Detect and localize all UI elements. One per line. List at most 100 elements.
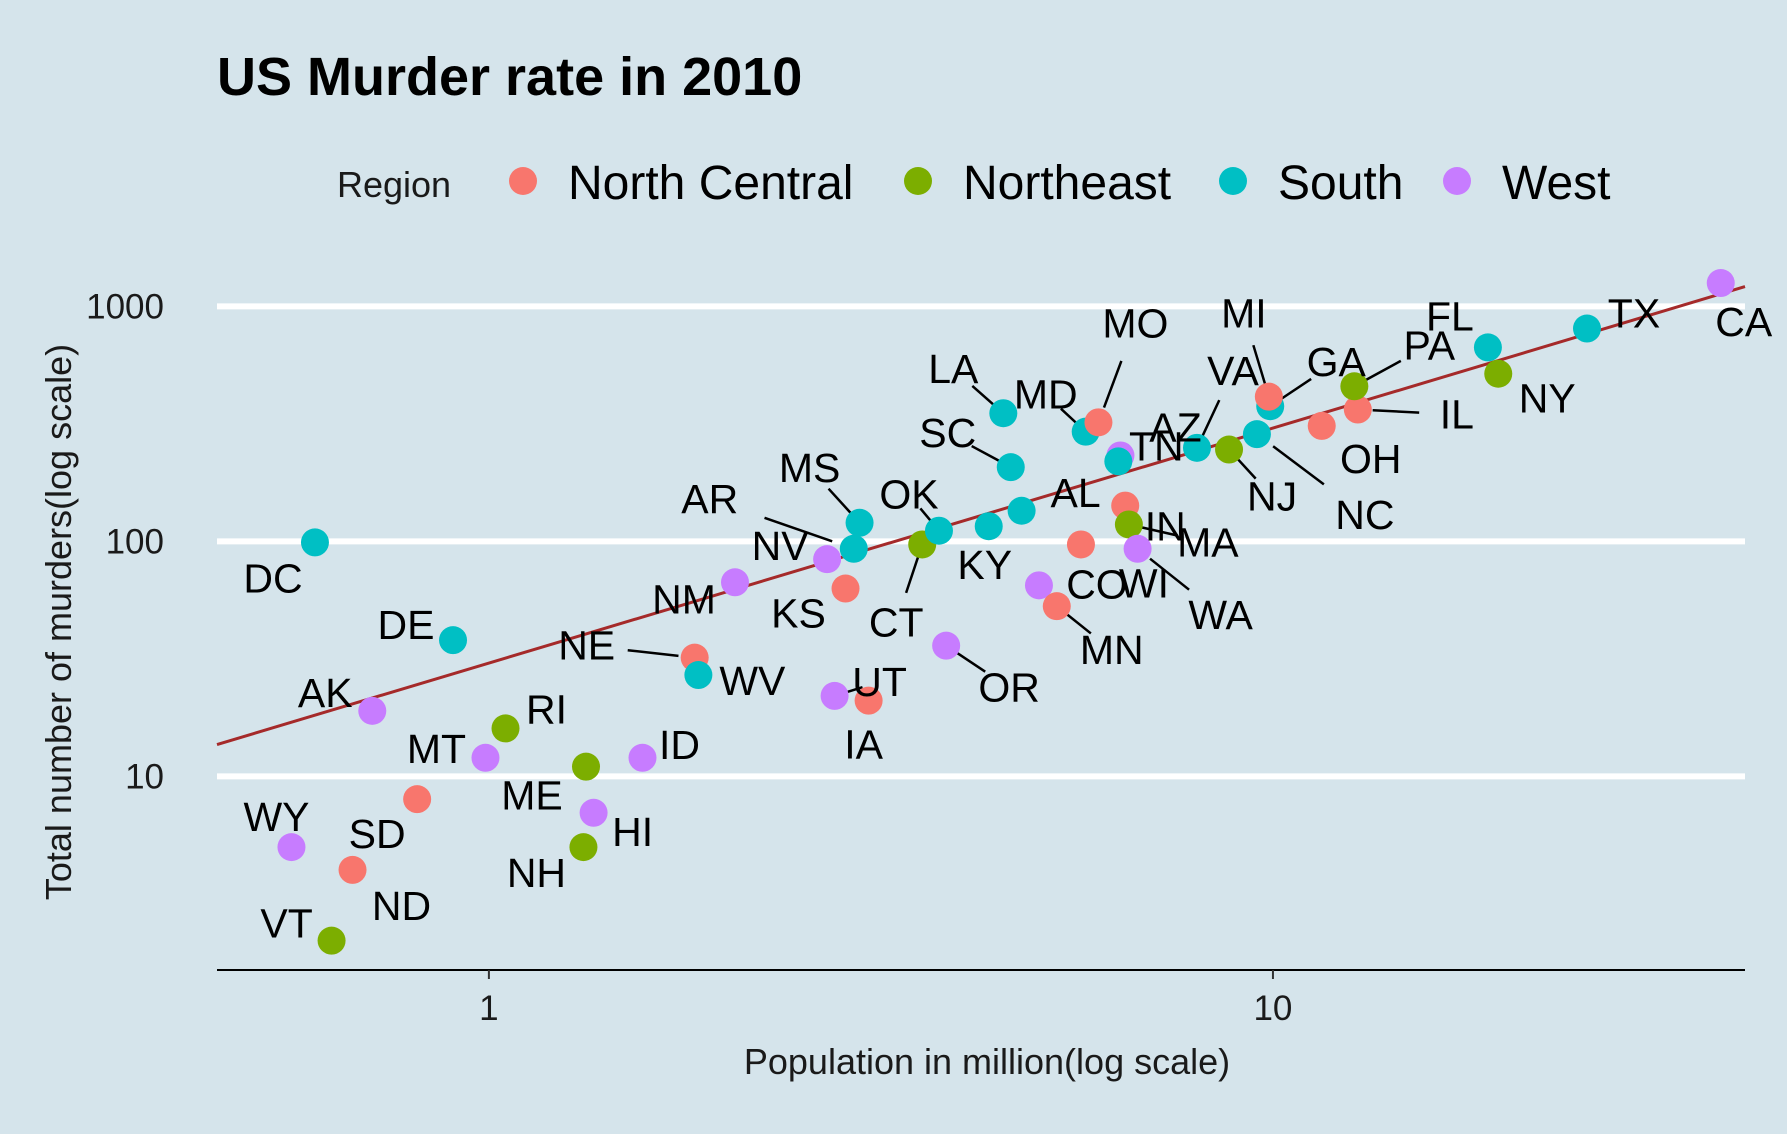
- point-wi: [1066, 530, 1095, 559]
- leader-line-va: [1201, 399, 1221, 437]
- legend-swatch-west: [1443, 167, 1471, 195]
- point-label-pa: PA: [1404, 322, 1456, 368]
- y-tick-label-10: 10: [125, 757, 164, 796]
- legend-swatch-northeast: [904, 167, 932, 195]
- point-label-mt: MT: [407, 726, 466, 772]
- point-label-ct: CT: [869, 599, 924, 645]
- point-label-nd: ND: [372, 883, 431, 929]
- point-label-ca: CA: [1715, 299, 1773, 345]
- point-label-me: ME: [501, 773, 563, 819]
- point-nj: [1215, 435, 1244, 464]
- point-label-sd: SD: [349, 811, 406, 857]
- point-ks: [831, 574, 860, 603]
- leader-line-nj: [1234, 455, 1257, 480]
- point-wy: [277, 833, 306, 862]
- point-ms: [845, 508, 874, 537]
- leader-line-ct: [904, 555, 920, 594]
- point-label-mn: MN: [1080, 627, 1144, 673]
- y-tick-label-1000: 1000: [86, 287, 164, 326]
- point-label-fl: FL: [1426, 293, 1474, 339]
- x-tick-label-10: 10: [1253, 989, 1292, 1028]
- point-va: [1182, 433, 1211, 462]
- point-label-nc: NC: [1335, 492, 1394, 538]
- point-label-tn: TN: [1129, 423, 1184, 469]
- point-label-az: AZ: [1149, 404, 1201, 450]
- point-me: [572, 752, 601, 781]
- point-label-va: VA: [1207, 348, 1259, 394]
- leader-line-mi: [1252, 344, 1267, 385]
- point-ok: [924, 516, 953, 545]
- point-ri: [491, 714, 520, 743]
- point-nm: [720, 568, 749, 597]
- point-label-oh: OH: [1340, 436, 1402, 482]
- point-label-ny: NY: [1519, 376, 1576, 422]
- point-label-dc: DC: [243, 555, 302, 601]
- leader-line-ga: [1279, 377, 1312, 401]
- leader-line-mo: [1102, 360, 1123, 408]
- point-id: [628, 743, 657, 772]
- point-al: [1007, 496, 1036, 525]
- point-il: [1343, 395, 1372, 424]
- point-label-nh: NH: [507, 850, 566, 896]
- point-label-or: OR: [978, 665, 1040, 711]
- point-label-nj: NJ: [1247, 474, 1297, 520]
- point-ky: [974, 512, 1003, 541]
- legend: Region North Central Northeast South West: [337, 157, 1610, 210]
- point-mo: [1084, 408, 1113, 437]
- point-nh: [569, 833, 598, 862]
- leader-line-or: [954, 650, 986, 673]
- point-label-hi: HI: [612, 809, 653, 855]
- point-label-ks: KS: [771, 591, 826, 637]
- point-label-wy: WY: [243, 794, 309, 840]
- point-ny: [1484, 359, 1513, 388]
- point-ut: [820, 681, 849, 710]
- legend-swatch-south: [1219, 167, 1247, 195]
- y-tick-label-100: 100: [106, 522, 164, 561]
- grid-lines: [217, 303, 1745, 780]
- point-label-mo: MO: [1102, 300, 1168, 346]
- point-label-wi: WI: [1119, 560, 1169, 606]
- leader-line-sc: [971, 444, 1002, 464]
- point-sc: [996, 453, 1025, 482]
- point-sd: [403, 785, 432, 814]
- point-label-nv: NV: [752, 523, 810, 569]
- point-mn: [1042, 592, 1071, 621]
- data-points: [277, 269, 1735, 955]
- x-axis-label: Population in million(log scale): [744, 1041, 1230, 1082]
- legend-swatch-north-central: [509, 167, 537, 195]
- leader-line-ne: [627, 648, 679, 658]
- point-fl: [1473, 333, 1502, 362]
- point-label-sc: SC: [919, 410, 976, 456]
- leader-line-pa: [1364, 359, 1402, 382]
- point-oh: [1307, 411, 1336, 440]
- point-ca: [1706, 269, 1735, 298]
- point-de: [439, 626, 468, 655]
- point-co: [1024, 571, 1053, 600]
- leader-line-nc: [1272, 445, 1325, 486]
- point-label-ri: RI: [526, 686, 567, 732]
- leader-line-la: [971, 385, 997, 408]
- point-label-id: ID: [659, 722, 700, 768]
- legend-label-north-central: North Central: [568, 157, 853, 210]
- x-axis-ticks: 1 10: [479, 970, 1292, 1028]
- y-axis-ticks: 10 100 1000: [86, 287, 164, 796]
- point-label-md: MD: [1014, 372, 1078, 418]
- point-label-ga: GA: [1307, 339, 1367, 385]
- chart-title: US Murder rate in 2010: [217, 47, 802, 107]
- legend-label-northeast: Northeast: [963, 157, 1171, 210]
- point-label-co: CO: [1066, 561, 1128, 607]
- label-leader-lines: [627, 344, 1420, 696]
- point-label-ak: AK: [298, 670, 353, 716]
- point-label-wa: WA: [1188, 592, 1253, 638]
- point-ma: [1114, 510, 1143, 539]
- legend-label-west: West: [1502, 157, 1610, 210]
- point-label-ms: MS: [779, 445, 841, 491]
- point-label-la: LA: [928, 346, 979, 392]
- point-mi: [1254, 382, 1283, 411]
- point-nc: [1242, 420, 1271, 449]
- point-nv: [813, 545, 842, 574]
- point-wa: [1123, 534, 1152, 563]
- point-label-il: IL: [1440, 392, 1474, 438]
- point-pa: [1340, 372, 1369, 401]
- leader-line-ar: [764, 516, 833, 543]
